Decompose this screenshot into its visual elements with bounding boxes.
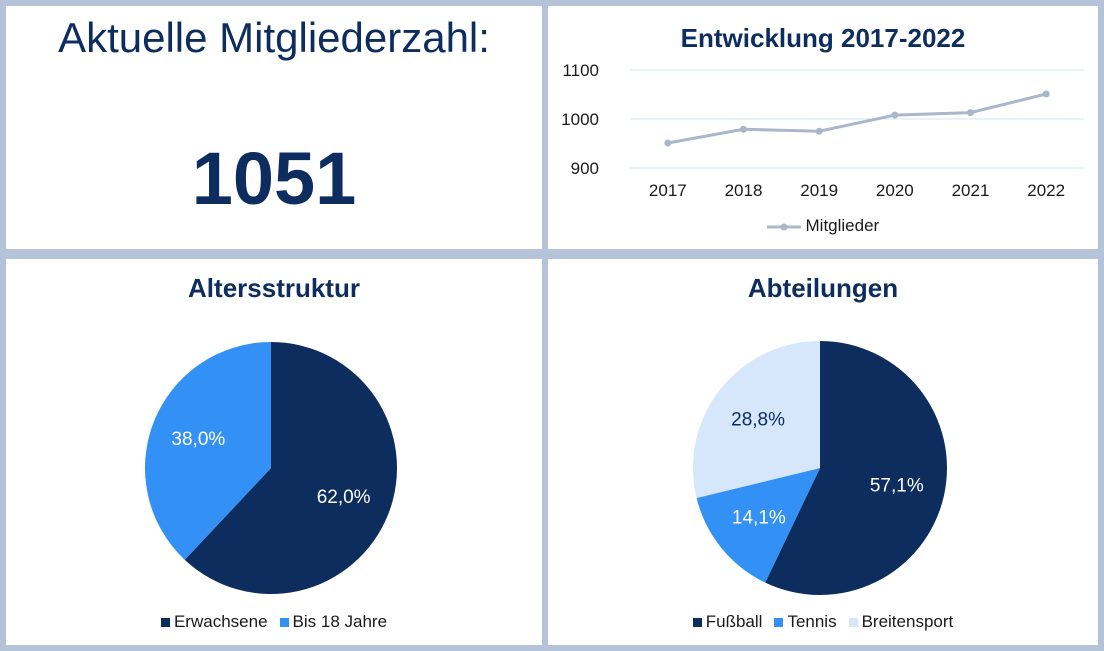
- member-count-heading: Aktuelle Mitgliederzahl:: [58, 14, 490, 61]
- pie-slice: [184, 342, 397, 594]
- y-tick-label: 900: [571, 159, 599, 178]
- data-point: [967, 109, 974, 117]
- legend-swatch: [774, 618, 784, 627]
- departments-chart-title: Abteilungen: [747, 273, 899, 303]
- data-point: [740, 125, 747, 133]
- trend-chart-plot: 900 1000 1100 2017 2018 2019 2020 2021 2022: [561, 61, 1084, 200]
- legend-line-marker: [766, 223, 801, 231]
- legend-label: Erwachsene: [173, 612, 268, 631]
- legend-item-mitglieder: Mitglieder: [766, 216, 880, 236]
- member-count-value: 1051: [191, 137, 357, 220]
- age-chart-title: Altersstruktur: [188, 273, 360, 303]
- legend-swatch: [160, 618, 170, 627]
- legend-label: Fußball: [705, 612, 763, 631]
- legend-label-mitglieder: Mitglieder: [805, 216, 880, 235]
- data-point: [891, 111, 899, 119]
- legend-label: Tennis: [787, 612, 837, 631]
- slice-label: 62,0%: [317, 487, 371, 508]
- slice-label: 57,1%: [870, 475, 924, 496]
- legend-swatch: [279, 618, 289, 627]
- x-tick-label: 2021: [952, 181, 990, 200]
- departments-chart-legend: Fußball Tennis Breitensport: [548, 612, 1098, 632]
- pie-slice: [765, 341, 947, 595]
- series-line-mitglieder: [667, 92, 1047, 145]
- y-tick-label: 1000: [561, 110, 599, 129]
- data-point: [664, 139, 672, 147]
- data-point: [1042, 90, 1050, 98]
- legend-label: Breitensport: [861, 612, 954, 631]
- legend-item: Erwachsene: [160, 612, 268, 632]
- x-tick-label: 2022: [1027, 181, 1065, 200]
- pie-slice: [693, 341, 820, 499]
- trend-chart-legend: Mitglieder: [548, 216, 1098, 236]
- legend-swatch: [848, 618, 858, 627]
- slice-label: 38,0%: [171, 429, 225, 450]
- legend-item: Tennis: [774, 612, 837, 632]
- legend-item: Breitensport: [848, 612, 954, 632]
- legend-item: Fußball: [692, 612, 763, 632]
- legend-item: Bis 18 Jahre: [279, 612, 388, 632]
- data-point: [815, 127, 823, 135]
- departments-pie-chart: 57,1% 14,1% 28,8%: [693, 341, 947, 595]
- member-count-panel: Aktuelle Mitgliederzahl: 1051: [6, 6, 542, 249]
- pie-slice: [696, 468, 820, 583]
- y-tick-label: 1100: [562, 61, 599, 80]
- legend-label: Bis 18 Jahre: [292, 612, 388, 631]
- departments-panel: Abteilungen 57,1% 14,1% 28,8% Fußball Tenni…: [548, 259, 1098, 645]
- x-tick-label: 2018: [725, 181, 763, 200]
- trend-chart-panel: Entwicklung 2017-2022 900 1000 1100 2017 201…: [548, 6, 1098, 249]
- x-tick-label: 2019: [800, 181, 838, 200]
- x-tick-label: 2020: [876, 181, 914, 200]
- x-tick-label: 2017: [649, 181, 687, 200]
- age-pie-chart: 62,0% 38,0%: [145, 342, 397, 594]
- slice-label: 14,1%: [732, 508, 786, 529]
- age-chart-legend: Erwachsene Bis 18 Jahre: [6, 612, 542, 632]
- age-structure-panel: Altersstruktur 62,0% 38,0% Erwachsene Bis …: [6, 259, 542, 645]
- trend-chart-title: Entwicklung 2017-2022: [680, 23, 966, 53]
- slice-label: 28,8%: [731, 409, 785, 430]
- legend-swatch: [692, 618, 702, 627]
- pie-slice: [145, 342, 271, 560]
